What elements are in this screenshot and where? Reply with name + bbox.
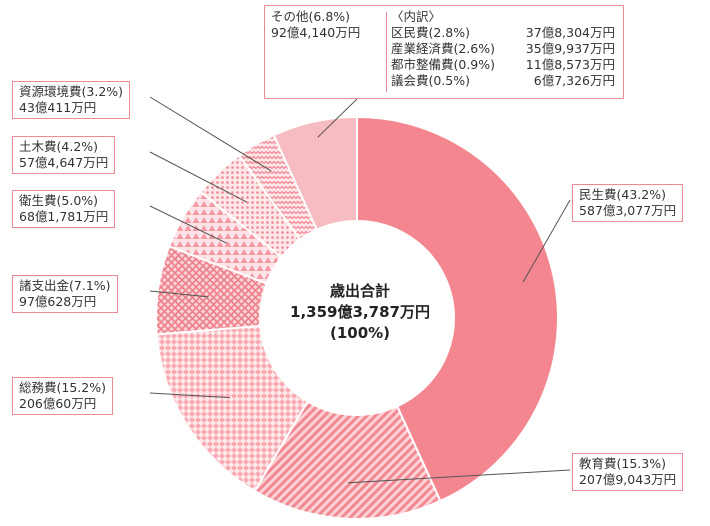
breakdown-label: 議会費(0.5%) [391, 73, 471, 88]
civil-eng-amount: 57億4,647万円 [19, 155, 109, 170]
leader-line-5 [149, 151, 247, 203]
leader-line-4 [149, 205, 228, 244]
label-hygiene: 衛生費(5.0%) 68億1,781万円 [12, 190, 116, 228]
leader-line-7 [317, 98, 358, 138]
center-percent: (100%) [329, 324, 391, 342]
label-misc: 諸支出金(7.1%) 97億628万円 [12, 275, 118, 313]
leader-line-1 [348, 469, 571, 484]
slice-2 [155, 324, 309, 493]
breakdown-label: 都市整備費(0.9%) [391, 57, 496, 72]
civil-eng-name: 土木費 [19, 139, 57, 154]
center-title: 歳出合計 [329, 282, 390, 300]
education-name: 教育費 [579, 456, 617, 471]
breakdown-list: 〈内訳〉 区民費(2.8%) 37億8,304万円 産業経済費(2.6%) 35億9… [391, 9, 615, 89]
leader-line-0 [522, 199, 571, 283]
civil-eng-percent: (4.2%) [56, 139, 99, 154]
label-welfare: 民生費(43.2%) 587億3,077万円 [572, 184, 684, 222]
center-total: 歳出合計 1,359億3,787万円 (100%) [265, 281, 455, 344]
hygiene-amount: 68億1,781万円 [19, 209, 109, 224]
label-general-affairs: 総務費(15.2%) 206億60万円 [12, 377, 113, 415]
label-resource-env: 資源環境費(3.2%) 43億411万円 [12, 81, 131, 119]
misc-percent: (7.1%) [69, 278, 111, 293]
welfare-name: 民生費 [579, 187, 617, 202]
hygiene-name: 衛生費 [19, 193, 57, 208]
label-other: その他(6.8%) 92億4,140万円 〈内訳〉 区民費(2.8%) 37億8,… [264, 5, 624, 99]
welfare-amount: 587億3,077万円 [579, 203, 677, 218]
other-percent: (6.8%) [308, 9, 351, 24]
misc-name: 諸支出金 [19, 278, 70, 293]
slice-0 [356, 115, 559, 503]
leader-line-3 [149, 290, 209, 298]
label-civil-eng: 土木費(4.2%) 57億4,647万円 [12, 136, 116, 174]
education-percent: (15.3%) [616, 456, 666, 471]
slice-7 [272, 115, 358, 232]
breakdown-label: 区民費(2.8%) [391, 25, 471, 40]
breakdown-row: 産業経済費(2.6%) 35億9,937万円 [391, 41, 615, 57]
slice-1 [253, 400, 442, 520]
resource-env-percent: (3.2%) [81, 84, 124, 99]
resource-env-name: 資源環境費 [19, 84, 82, 99]
breakdown-row: 都市整備費(0.9%) 11億8,573万円 [391, 57, 615, 73]
breakdown-label: 産業経済費(2.6%) [391, 41, 496, 56]
breakdown-amount: 37億8,304万円 [525, 25, 615, 40]
misc-amount: 97億628万円 [19, 294, 97, 309]
breakdown-row: 区民費(2.8%) 37億8,304万円 [391, 25, 615, 41]
breakdown-amount: 11億8,573万円 [525, 57, 615, 72]
breakdown-amount: 6億7,326万円 [533, 73, 615, 88]
leader-line-2 [149, 392, 230, 399]
general-affairs-percent: (15.2%) [56, 380, 106, 395]
general-affairs-amount: 206億60万円 [19, 396, 97, 411]
breakdown-divider [386, 12, 387, 92]
hygiene-percent: (5.0%) [56, 193, 99, 208]
center-amount: 1,359億3,787万円 [290, 303, 430, 321]
breakdown-amount: 35億9,937万円 [525, 41, 615, 56]
breakdown-title: 〈内訳〉 [391, 9, 442, 24]
welfare-percent: (43.2%) [616, 187, 666, 202]
general-affairs-name: 総務費 [19, 380, 57, 395]
other-name: その他 [271, 9, 309, 24]
education-amount: 207億9,043万円 [579, 472, 677, 487]
leader-line-6 [149, 96, 272, 172]
breakdown-row: 議会費(0.5%) 6億7,326万円 [391, 73, 615, 89]
label-education: 教育費(15.3%) 207億9,043万円 [572, 453, 684, 491]
other-amount: 92億4,140万円 [271, 25, 361, 40]
resource-env-amount: 43億411万円 [19, 100, 97, 115]
